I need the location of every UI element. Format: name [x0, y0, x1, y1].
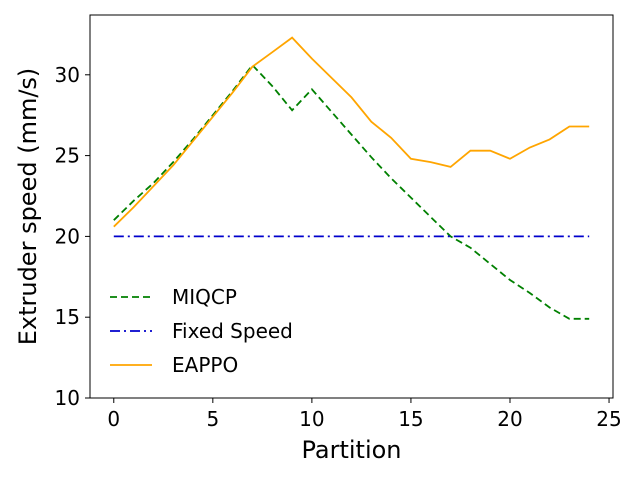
y-tick-label: 15 — [55, 305, 80, 329]
x-axis-ticks: 0 5 10 15 20 25 — [107, 398, 622, 431]
y-tick-label: 20 — [55, 224, 80, 248]
x-tick-label: 0 — [107, 407, 120, 431]
legend-label-eappo: EAPPO — [172, 353, 238, 377]
legend: MIQCP Fixed Speed EAPPO — [110, 285, 293, 377]
x-tick-label: 5 — [206, 407, 219, 431]
x-axis-label: Partition — [301, 436, 401, 464]
y-axis-label: Extruder speed (mm/s) — [14, 68, 42, 346]
legend-label-fixed-speed: Fixed Speed — [172, 319, 293, 343]
series-line-miqcp — [113, 63, 590, 320]
y-tick-label: 25 — [55, 144, 80, 168]
x-tick-label: 25 — [596, 407, 621, 431]
plot-lines — [113, 36, 590, 320]
y-axis-ticks: 10 15 20 25 30 — [55, 63, 90, 410]
axes-frame — [89, 14, 614, 399]
x-tick-label: 20 — [497, 407, 522, 431]
legend-label-miqcp: MIQCP — [172, 285, 237, 309]
x-tick-label: 15 — [398, 407, 423, 431]
y-tick-label: 10 — [55, 386, 80, 410]
x-tick-label: 10 — [299, 407, 324, 431]
series-line-eappo — [113, 36, 590, 228]
y-tick-label: 30 — [55, 63, 80, 87]
